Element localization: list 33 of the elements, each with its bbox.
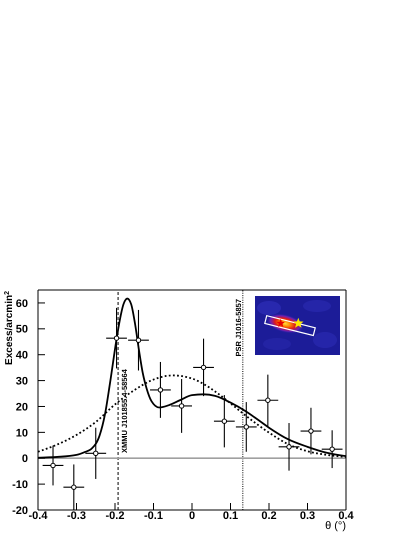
y-tick-label: 10 <box>16 427 28 440</box>
point <box>178 403 184 409</box>
point <box>244 424 249 430</box>
point <box>50 462 56 468</box>
y-tick-label: 50 <box>16 324 28 336</box>
y-tick-label: -10 <box>12 479 28 492</box>
point <box>71 484 77 490</box>
y-tick-label: -20 <box>12 504 28 517</box>
x-tick-label: -0.2 <box>106 510 124 522</box>
y-tick-label: 20 <box>16 401 28 414</box>
x-tick-label: -0.3 <box>67 510 86 522</box>
point <box>222 418 228 424</box>
point <box>265 398 271 403</box>
y-tick-label: 40 <box>16 350 28 362</box>
point <box>114 335 120 341</box>
y-tick-label: 60 <box>16 298 28 310</box>
x-tick-label: 0.1 <box>222 510 238 522</box>
point <box>308 428 314 434</box>
x-tick-label: 0.4 <box>338 510 355 522</box>
point <box>93 450 98 456</box>
point <box>286 444 292 450</box>
point <box>158 387 164 393</box>
x-tick-label: 0.2 <box>261 510 277 522</box>
y-tick-label: 30 <box>16 375 28 388</box>
point <box>136 338 142 343</box>
x-tick-label: 0 <box>188 510 196 522</box>
x-axis-title: θ (°) <box>325 520 346 532</box>
point <box>200 364 206 370</box>
x-tick-label: -0.4 <box>28 510 48 522</box>
y-tick-label: 0 <box>22 453 28 466</box>
point <box>329 446 335 452</box>
x-tick-label: -0.1 <box>144 510 163 522</box>
x-tick-label: 0.3 <box>300 510 316 522</box>
